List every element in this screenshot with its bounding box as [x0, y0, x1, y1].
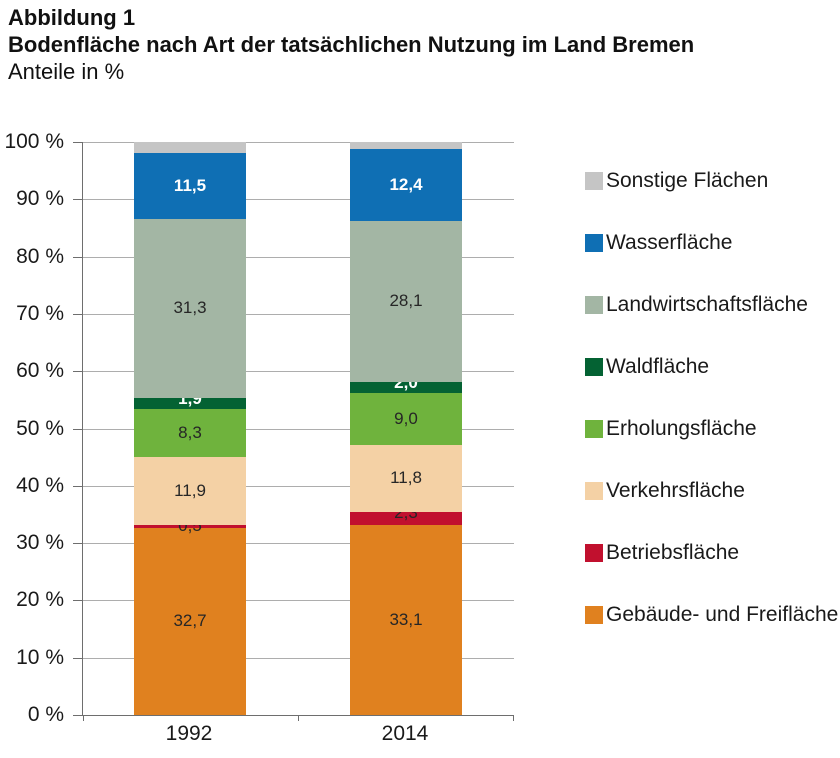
y-axis-label-20: 20 % — [16, 588, 64, 612]
y-tick-40 — [73, 485, 82, 487]
segment-2014 — [350, 142, 462, 150]
segment-2014: 11,8 — [350, 444, 462, 513]
y-axis-label-0: 0 % — [27, 703, 64, 726]
x-axis-label-1992: 1992 — [165, 722, 213, 745]
segment-value-label: 33,1 — [389, 610, 423, 630]
gridline-90 — [83, 199, 514, 201]
segment-value-label: 11,8 — [390, 468, 422, 488]
gridline-30 — [83, 543, 514, 545]
y-tick-10 — [73, 657, 82, 659]
legend-swatch — [585, 296, 603, 314]
plot-area: 32,7 0,5 11,9 8,3 1,9 31,3 11,5 33,1 2,3 11,8 9,0 2… — [73, 142, 514, 721]
gridline-80 — [83, 256, 514, 258]
legend-item: Waldfläche — [585, 355, 838, 378]
y-tick-30 — [73, 543, 82, 545]
legend-item: Betriebsfläche — [585, 541, 838, 564]
segment-value-label: 28,1 — [389, 291, 423, 311]
y-axis-label-50: 50 % — [16, 416, 64, 440]
y-tick-50 — [73, 428, 82, 430]
legend-label: Erholungsfläche — [606, 417, 757, 440]
figure-number: Abbildung 1 — [8, 5, 136, 30]
y-axis-label-10: 10 % — [16, 645, 64, 669]
x-tick-1 — [298, 715, 299, 721]
legend-label: Gebäude- und Freifläche — [606, 603, 839, 626]
legend-label: Landwirtschaftsfläche — [606, 293, 808, 316]
segment-1992: 8,3 — [134, 409, 246, 457]
legend-swatch — [585, 420, 603, 438]
segment-1992: 1,9 — [134, 389, 246, 410]
legend-item: Sonstige Flächen — [585, 169, 838, 192]
legend-label: Sonstige Flächen — [606, 169, 769, 192]
segment-value-label: 32,7 — [173, 611, 207, 631]
legend-label: Verkehrsfläche — [606, 479, 745, 502]
segment-value-label: 12,4 — [389, 174, 423, 194]
gridline-50 — [83, 428, 514, 430]
gridline-100 — [83, 142, 514, 143]
y-tick-80 — [73, 256, 82, 258]
figure-title: Bodenfläche nach Art der tatsächlichen N… — [8, 32, 695, 57]
y-tick-20 — [73, 600, 82, 602]
legend-item: Landwirtschaftsfläche — [585, 293, 838, 316]
y-tick-70 — [73, 313, 82, 315]
legend-item: Erholungsfläche — [585, 417, 838, 440]
gridline-60 — [83, 371, 514, 373]
legend-swatch — [585, 358, 603, 376]
segment-value-label: 31,3 — [173, 298, 207, 318]
y-axis-label-60: 60 % — [16, 359, 64, 383]
y-axis-labels: 100 % 90 % 80 % 70 % 60 % 50 % 40 % 30 % 20 % 10 … — [0, 130, 64, 726]
segment-value-label: 11,9 — [174, 480, 206, 500]
y-axis-label-70: 70 % — [16, 301, 64, 325]
legend-label: Waldfläche — [606, 355, 710, 378]
segment-1992: 32,7 — [134, 527, 246, 715]
segment-1992: 11,9 — [134, 456, 246, 525]
segment-value-label: 11,5 — [173, 175, 207, 195]
segment-2014: 2,3 — [350, 503, 462, 526]
legend-item: Gebäude- und Freifläche — [585, 603, 839, 626]
x-tick-0 — [83, 715, 84, 721]
legend: Sonstige Flächen Wasserfläche Landwirtscha… — [585, 169, 839, 668]
y-axis-label-80: 80 % — [16, 244, 64, 268]
y-tick-90 — [73, 199, 82, 201]
y-axis-label-100: 100 % — [4, 130, 64, 153]
segment-1992: 0,5 — [134, 516, 246, 535]
gridline-20 — [83, 600, 514, 602]
x-tick-2 — [513, 715, 514, 721]
figure-subtitle: Anteile in % — [8, 59, 125, 84]
segment-value-label: 9,0 — [394, 408, 418, 428]
stacked-bar-2014: 33,1 2,3 11,8 9,0 2,0 28,1 12,4 — [350, 142, 462, 715]
stacked-bar-1992: 32,7 0,5 11,9 8,3 1,9 31,3 11,5 — [134, 142, 246, 715]
segment-1992 — [134, 142, 246, 153]
y-tick-0 — [73, 715, 82, 716]
x-axis-label-2014: 2014 — [381, 722, 429, 745]
y-tick-100 — [73, 142, 82, 143]
gridline-70 — [83, 313, 514, 315]
segment-1992: 31,3 — [134, 218, 246, 399]
segment-1992: 11,5 — [134, 152, 246, 219]
legend-item: Wasserfläche — [585, 231, 838, 254]
y-axis-label-30: 30 % — [16, 531, 64, 555]
gridline-10 — [83, 657, 514, 659]
legend-swatch — [585, 172, 603, 190]
segment-value-label: 8,3 — [178, 422, 202, 442]
legend-swatch — [585, 606, 603, 624]
legend-swatch — [585, 234, 603, 252]
segment-2014: 2,0 — [350, 373, 462, 393]
segment-2014: 9,0 — [350, 392, 462, 445]
legend-item: Verkehrsfläche — [585, 479, 838, 502]
y-tick-60 — [73, 371, 82, 373]
legend-label: Wasserfläche — [606, 231, 733, 254]
segment-2014: 12,4 — [350, 149, 462, 221]
legend-label: Betriebsfläche — [606, 541, 740, 564]
y-axis-label-40: 40 % — [16, 473, 64, 497]
gridline-40 — [83, 485, 514, 487]
legend-swatch — [585, 482, 603, 500]
figure-header: Abbildung 1 Bodenfläche nach Art der tat… — [8, 4, 694, 85]
legend-swatch — [585, 544, 603, 562]
segment-2014: 28,1 — [350, 220, 462, 382]
segment-2014: 33,1 — [350, 525, 462, 715]
y-axis-label-90: 90 % — [16, 187, 64, 211]
